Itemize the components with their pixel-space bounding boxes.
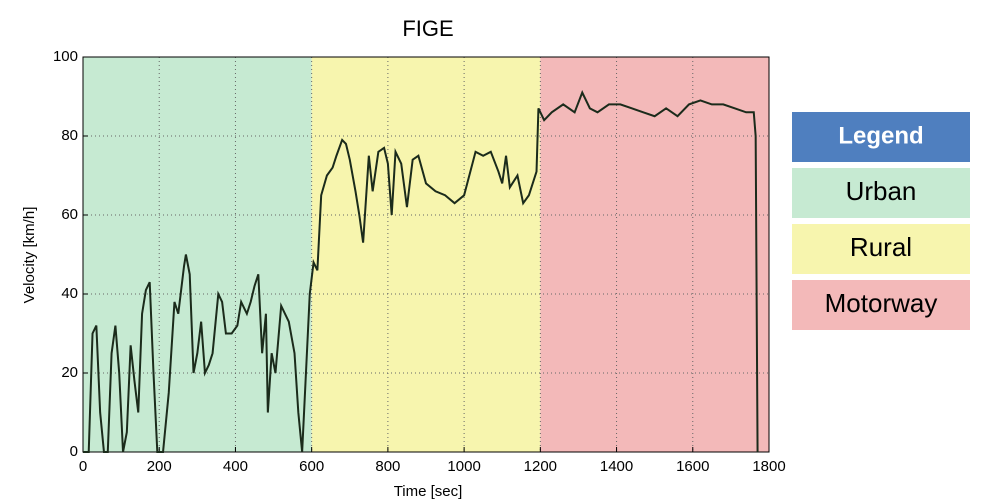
y-tick-label: 100	[53, 48, 78, 65]
region	[83, 57, 312, 452]
legend-label: Urban	[846, 176, 917, 206]
x-tick-label: 1600	[676, 458, 709, 475]
x-tick-label: 1800	[752, 458, 785, 475]
region	[311, 57, 541, 452]
plot-frame	[82, 56, 770, 453]
y-tick-label: 80	[61, 127, 78, 144]
y-axis-label: Velocity [km/h]	[21, 207, 38, 304]
legend-title-box	[792, 112, 970, 162]
legend-label: Rural	[850, 232, 912, 262]
legend-title: Legend	[838, 122, 923, 149]
x-tick-label: 400	[223, 458, 248, 475]
legend-label: Motorway	[825, 288, 938, 318]
region	[540, 57, 769, 452]
chart-title: FIGE	[402, 16, 453, 41]
x-tick-label: 200	[147, 458, 172, 475]
legend-box	[792, 280, 970, 330]
legend-box	[792, 224, 970, 274]
x-axis-label: Time [sec]	[394, 483, 463, 500]
x-tick-label: 0	[79, 458, 87, 475]
x-tick-label: 1200	[524, 458, 557, 475]
x-tick-label: 1400	[600, 458, 633, 475]
y-tick-label: 60	[61, 206, 78, 223]
x-tick-label: 800	[375, 458, 400, 475]
y-tick-label: 0	[70, 443, 78, 460]
x-tick-label: 600	[299, 458, 324, 475]
y-tick-label: 20	[61, 364, 78, 381]
legend-box	[792, 168, 970, 218]
data-line	[83, 90, 759, 453]
x-tick-label: 1000	[447, 458, 480, 475]
y-tick-label: 40	[61, 285, 78, 302]
